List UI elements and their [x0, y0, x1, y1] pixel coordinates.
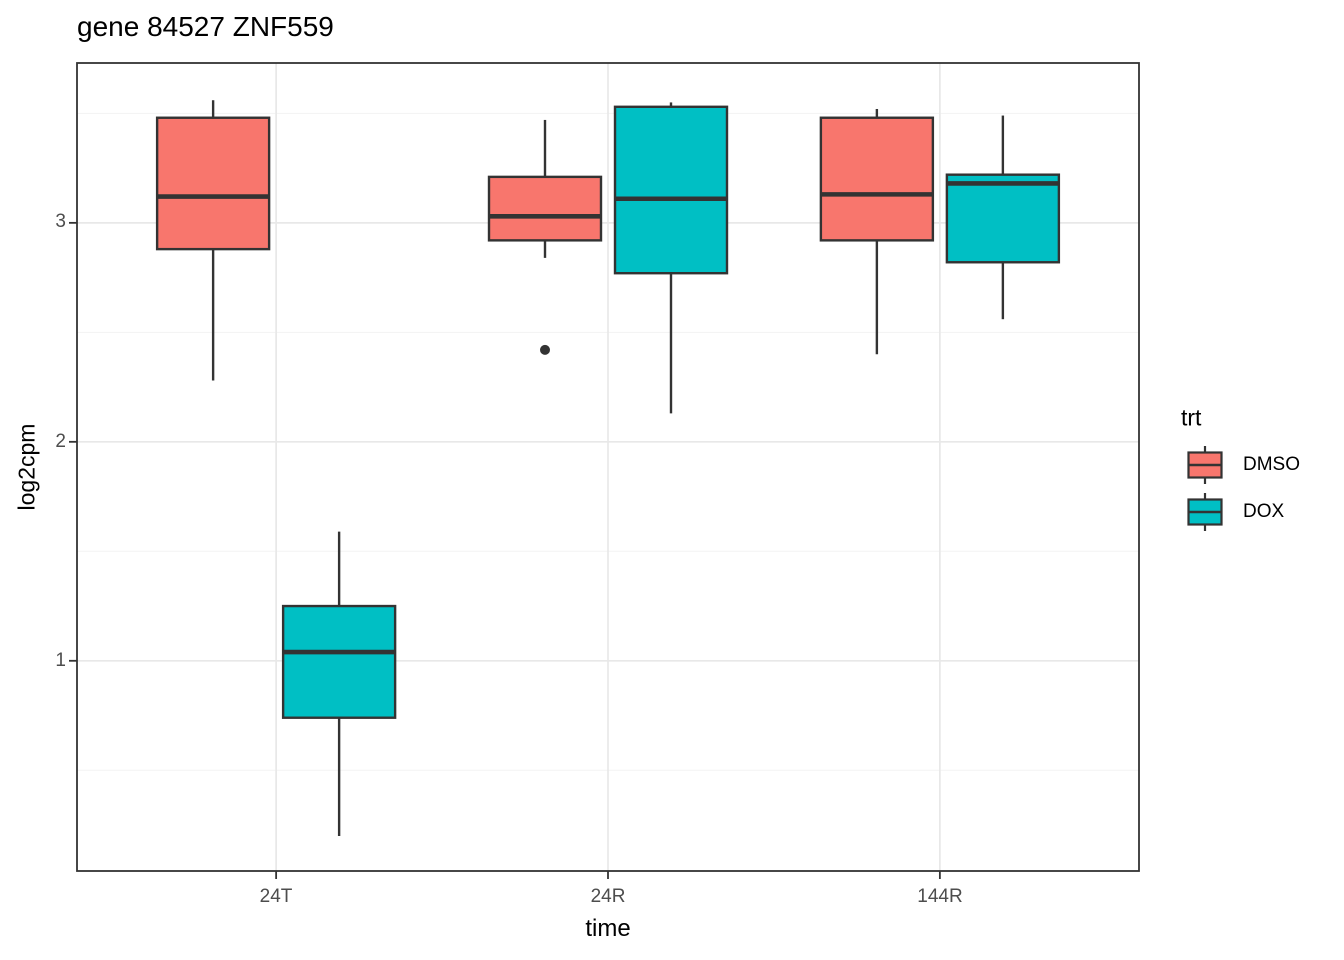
chart-title: gene 84527 ZNF559 — [77, 11, 334, 42]
box-DMSO-144R — [819, 116, 935, 242]
y-tick-label-1: 1 — [55, 650, 66, 671]
legend-title: trt — [1181, 404, 1202, 431]
y-axis-title: log2cpm — [13, 423, 40, 511]
box-DMSO-24R — [487, 175, 603, 242]
box-DOX-144R — [945, 173, 1061, 264]
legend-key-dmso-boxplot-icon — [1187, 446, 1223, 484]
x-tick-label-24R: 24R — [590, 886, 626, 907]
legend-key-dox-boxplot-icon — [1187, 493, 1223, 531]
legend-label-dmso: DMSO — [1243, 454, 1300, 475]
box-DOX-24R — [613, 105, 729, 275]
y-tick-label-3: 3 — [55, 211, 66, 232]
box-DOX-24T — [281, 604, 397, 719]
x-axis-title: time — [585, 915, 631, 942]
box-DMSO-24T — [155, 116, 271, 251]
x-tick-label-24T: 24T — [259, 886, 293, 907]
legend-label-dox: DOX — [1243, 501, 1285, 522]
x-tick-label-144R: 144R — [917, 886, 963, 907]
outlier-point — [540, 344, 550, 355]
y-tick-label-2: 2 — [55, 431, 66, 452]
